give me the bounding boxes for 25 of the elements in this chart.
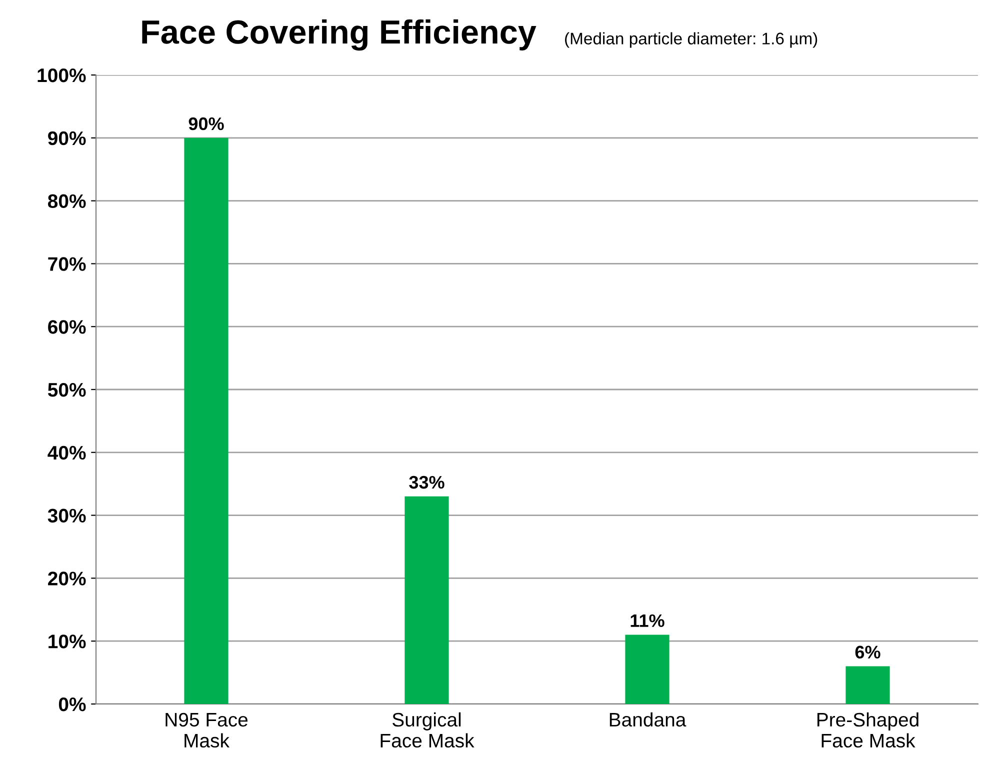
x-tick-label: Surgical Face Mask: [380, 712, 474, 748]
chart-subtitle: (Median particle diameter: 1.6 µm): [565, 32, 818, 48]
data-label: 6%: [855, 646, 880, 659]
data-label: 11%: [630, 614, 664, 628]
bar: [404, 496, 449, 704]
x-tick-label: Pre-Shaped Face Mask: [817, 712, 918, 748]
y-tick-label: 40%: [48, 446, 86, 460]
y-tick-label: 30%: [48, 508, 86, 523]
y-tick-label: 90%: [48, 131, 86, 146]
x-tick-label: N95 Face Mask: [166, 712, 248, 748]
y-tick-label: 100%: [38, 68, 86, 82]
y-tick-label: 80%: [48, 194, 86, 208]
chart-title: Face Covering Efficiency: [142, 19, 536, 51]
y-tick-label: 50%: [48, 382, 86, 397]
bar: [846, 666, 890, 704]
data-label: 33%: [409, 476, 444, 489]
bar: [184, 138, 228, 704]
y-tick-label: 0%: [58, 697, 86, 712]
data-label: 90%: [188, 117, 224, 130]
bar: [625, 634, 670, 704]
y-tick-label: 60%: [48, 320, 86, 334]
y-tick-label: 20%: [48, 572, 86, 586]
y-tick-label: 10%: [48, 634, 86, 648]
x-tick-label: Bandana: [610, 712, 686, 727]
y-tick-label: 70%: [48, 257, 86, 271]
